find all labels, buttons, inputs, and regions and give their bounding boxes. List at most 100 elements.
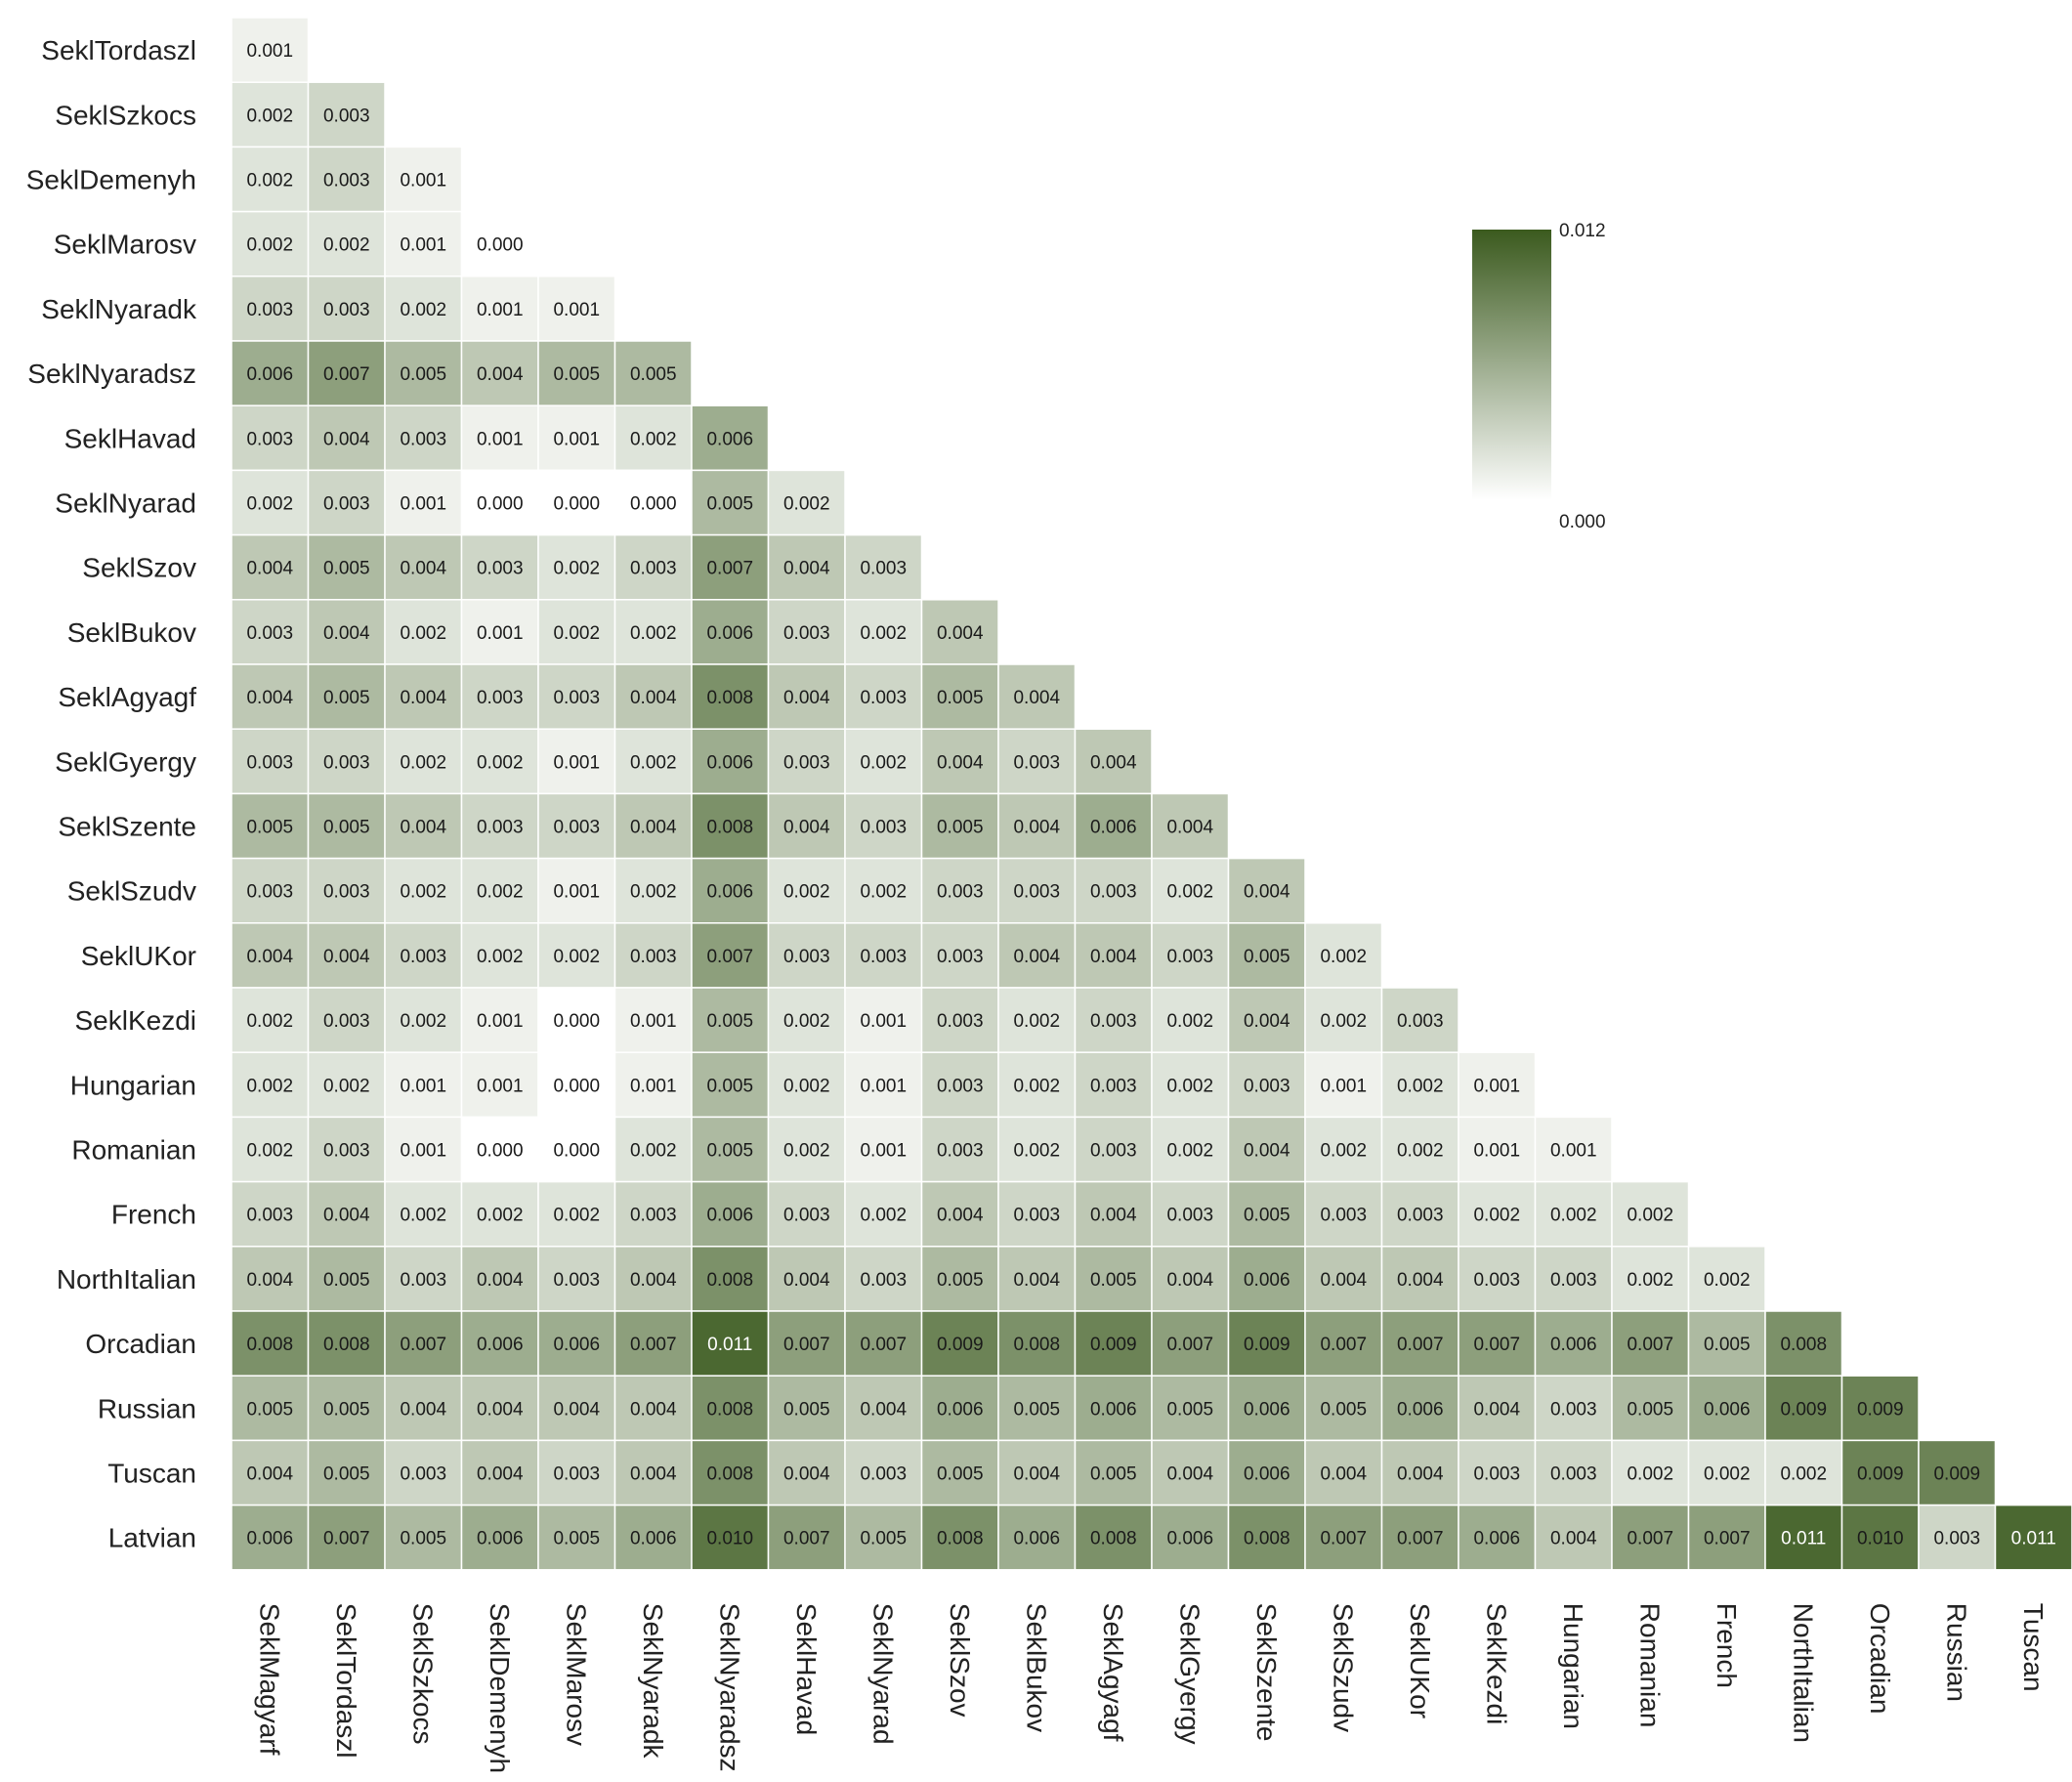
heatmap-cell (307, 599, 386, 665)
cell-value-label: 0.004 (783, 1270, 830, 1291)
column-label: Orcadian (1865, 1603, 1895, 1715)
cell-value-label: 0.004 (783, 1464, 830, 1485)
cell-value-label: 0.011 (1781, 1529, 1826, 1549)
row-label: SeklKezdi (74, 1005, 196, 1036)
heatmap-cell (767, 922, 846, 989)
cell-value-label: 0.005 (706, 494, 753, 515)
cell-value-label: 0.003 (1090, 1011, 1137, 1032)
heatmap-cell (384, 987, 463, 1053)
column-label: Romanian (1634, 1603, 1665, 1728)
cell-value-label: 0.004 (860, 1399, 907, 1420)
cell-value-label: 0.002 (1013, 1141, 1060, 1162)
heatmap-cell (767, 1439, 846, 1506)
cell-value-label: 0.006 (1013, 1529, 1060, 1549)
heatmap-cell (307, 922, 386, 989)
cell-value-label: 0.007 (1397, 1335, 1444, 1355)
heatmap-cell (460, 728, 539, 795)
heatmap-cell (460, 1310, 539, 1377)
cell-value-label: 0.004 (477, 1464, 524, 1485)
heatmap-cell (1458, 1180, 1537, 1248)
cell-value-label: 0.004 (246, 688, 293, 708)
heatmap-cell (231, 533, 310, 601)
column-label: SeklSzudv (1328, 1603, 1358, 1732)
cell-value-label: 0.002 (630, 429, 677, 449)
heatmap-cell (231, 340, 310, 406)
cell-value-label: 0.002 (553, 623, 600, 644)
cell-value-label: 0.002 (1013, 1011, 1060, 1032)
heatmap-cell (1151, 857, 1230, 924)
cell-value-label: 0.001 (246, 41, 293, 62)
cell-value-label: 0.004 (246, 947, 293, 967)
cell-value-label: 0.002 (477, 882, 524, 903)
cell-value-label: 0.000 (553, 1011, 600, 1032)
cell-value-label: 0.003 (400, 947, 446, 967)
cell-value-label: 0.004 (937, 1206, 984, 1226)
cell-value-label: 0.001 (400, 235, 446, 256)
heatmap-cell (1227, 1051, 1306, 1119)
column-label: SeklGyergy (1174, 1603, 1205, 1745)
cell-value-label: 0.000 (630, 494, 677, 515)
heatmap-cell (920, 1180, 999, 1248)
cell-value-label: 0.004 (1013, 818, 1060, 838)
cell-value-label: 0.009 (1090, 1335, 1137, 1355)
cell-value-label: 0.004 (630, 1399, 677, 1420)
heatmap-cell (613, 1439, 693, 1506)
cell-value-label: 0.004 (1244, 882, 1290, 903)
cell-value-label: 0.003 (323, 752, 370, 773)
cell-value-label: 0.007 (706, 559, 753, 579)
heatmap-cell (691, 1246, 770, 1312)
heatmap-cell (307, 1310, 386, 1377)
cell-value-label: 0.003 (1090, 882, 1137, 903)
heatmap-cell (997, 987, 1077, 1053)
cell-value-label: 0.003 (553, 818, 600, 838)
cell-value-label: 0.003 (1166, 1206, 1213, 1226)
cell-value-label: 0.002 (553, 947, 600, 967)
colorbar-min-label: 0.000 (1559, 512, 1606, 532)
cell-value-label: 0.003 (1550, 1270, 1597, 1291)
cell-value-label: 0.004 (1166, 1464, 1213, 1485)
cell-value-label: 0.006 (1397, 1399, 1444, 1420)
cell-value-label: 0.006 (706, 882, 753, 903)
heatmap-cell (307, 1180, 386, 1248)
cell-value-label: 0.008 (706, 1464, 753, 1485)
cell-value-label: 0.004 (246, 1270, 293, 1291)
cell-value-label: 0.002 (783, 1011, 830, 1032)
cell-value-label: 0.006 (1090, 1399, 1137, 1420)
cell-value-label: 0.002 (783, 494, 830, 515)
cell-value-label: 0.003 (630, 947, 677, 967)
heatmap-cell (1304, 987, 1383, 1053)
heatmap-cell (767, 1180, 846, 1248)
heatmap-cell (1227, 1504, 1306, 1571)
heatmap-cell (997, 1439, 1077, 1506)
heatmap-cell (1687, 1310, 1766, 1377)
cell-value-label: 0.008 (706, 818, 753, 838)
cell-value-label: 0.001 (400, 1141, 446, 1162)
cell-value-label: 0.003 (323, 106, 370, 126)
cell-value-label: 0.002 (246, 106, 293, 126)
heatmap-cell (1611, 1375, 1690, 1442)
heatmap-cell (920, 1116, 999, 1183)
cell-value-label: 0.006 (1090, 818, 1137, 838)
heatmap-cell (844, 533, 923, 601)
cell-value-label: 0.005 (860, 1529, 907, 1549)
cell-value-label: 0.003 (246, 752, 293, 773)
heatmap-cell (384, 533, 463, 601)
heatmap-cell (1380, 1504, 1459, 1571)
cell-value-label: 0.003 (860, 688, 907, 708)
heatmap-cell (307, 404, 386, 472)
cell-value-label: 0.000 (553, 1141, 600, 1162)
cell-value-label: 0.003 (860, 947, 907, 967)
cell-value-label: 0.009 (1933, 1464, 1980, 1485)
cell-value-label: 0.001 (400, 1076, 446, 1096)
row-label: Latvian (108, 1523, 196, 1553)
cell-value-label: 0.002 (400, 300, 446, 320)
row-label: SeklSzudv (67, 876, 196, 907)
cell-value-label: 0.006 (706, 1206, 753, 1226)
heatmap-cell (691, 857, 770, 924)
heatmap-cell (460, 533, 539, 601)
cell-value-label: 0.001 (477, 1011, 524, 1032)
column-label: SeklNyaradsz (714, 1603, 744, 1772)
heatmap-cell (767, 728, 846, 795)
heatmap-cell (613, 1180, 693, 1248)
cell-value-label: 0.007 (1627, 1335, 1673, 1355)
